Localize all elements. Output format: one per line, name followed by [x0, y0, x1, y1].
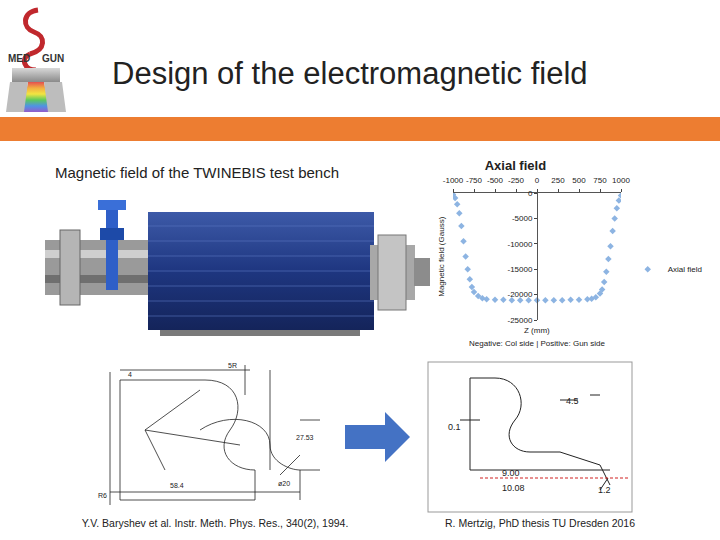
svg-text:ø20: ø20: [278, 480, 290, 487]
svg-text:750: 750: [593, 176, 607, 185]
svg-text:5R: 5R: [228, 362, 237, 369]
svg-text:0.1: 0.1: [448, 422, 461, 432]
svg-text:MED: MED: [8, 53, 30, 64]
svg-text:-5000: -5000: [512, 214, 533, 223]
svg-text:-10000: -10000: [507, 240, 532, 249]
svg-text:10.08: 10.08: [502, 483, 525, 493]
svg-text:-750: -750: [466, 176, 483, 185]
svg-text:-15000: -15000: [507, 265, 532, 274]
svg-text:1000: 1000: [612, 176, 630, 185]
svg-text:Y.V. Baryshev et al. Instr. Me: Y.V. Baryshev et al. Instr. Meth. Phys. …: [82, 517, 349, 529]
svg-text:9.00: 9.00: [502, 468, 520, 478]
svg-text:Magnetic field (Gauss): Magnetic field (Gauss): [437, 216, 446, 296]
svg-text:-20000: -20000: [507, 290, 532, 299]
svg-text:Negative: Col side | Positive:: Negative: Col side | Positive: Gun side: [469, 339, 605, 348]
svg-text:-500: -500: [487, 176, 504, 185]
svg-text:Axial field: Axial field: [485, 158, 546, 173]
svg-text:27.53: 27.53: [296, 434, 314, 441]
svg-text:-1000: -1000: [443, 176, 464, 185]
svg-text:-250: -250: [508, 176, 525, 185]
svg-text:0: 0: [528, 189, 533, 198]
svg-text:250: 250: [551, 176, 565, 185]
svg-text:1.2: 1.2: [598, 485, 611, 495]
svg-text:500: 500: [572, 176, 586, 185]
svg-text:58.4: 58.4: [170, 482, 184, 489]
svg-text:R. Mertzig, PhD thesis TU Dres: R. Mertzig, PhD thesis TU Dresden 2016: [445, 517, 635, 529]
svg-text:GUN: GUN: [42, 53, 64, 64]
svg-text:Design of the electromagnetic: Design of the electromagnetic field: [112, 56, 588, 91]
svg-text:Z (mm): Z (mm): [524, 326, 550, 335]
svg-text:4.5: 4.5: [566, 396, 579, 406]
svg-text:4: 4: [128, 371, 132, 378]
svg-text:-25000: -25000: [507, 316, 532, 325]
svg-text:Axial field: Axial field: [668, 265, 702, 274]
svg-text:Magnetic field of the TWINEBIS: Magnetic field of the TWINEBIS test benc…: [55, 164, 339, 181]
svg-text:0: 0: [535, 176, 540, 185]
svg-text:R6: R6: [98, 492, 107, 499]
